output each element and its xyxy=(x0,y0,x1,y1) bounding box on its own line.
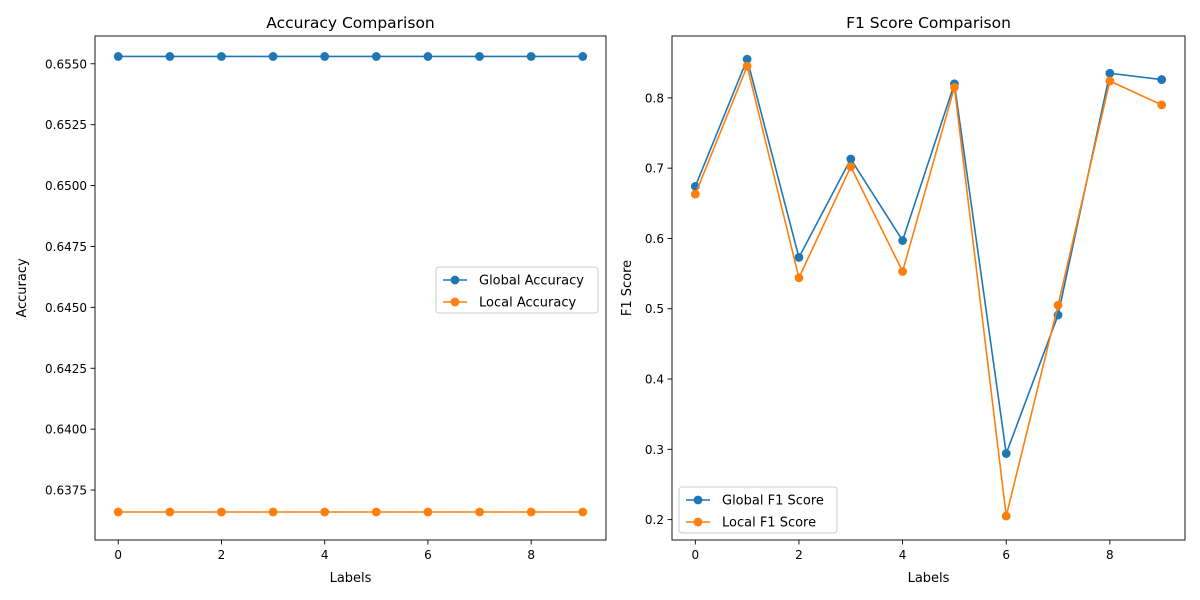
y-tick-label: 0.6425 xyxy=(45,362,87,376)
legend-box xyxy=(435,266,599,314)
data-point-local-accuracy xyxy=(113,507,123,517)
chart-title: Accuracy Comparison xyxy=(266,14,435,32)
data-point-local-f1-score xyxy=(950,82,959,92)
plot-frame xyxy=(94,35,607,541)
data-point-local-accuracy xyxy=(475,507,484,517)
legend-label-global-f1-score: Global F1 Score xyxy=(722,494,824,509)
y-tick-label: 0.8 xyxy=(645,91,664,105)
series-line-local-f1-score xyxy=(694,65,1163,517)
data-point-local-f1-score xyxy=(1105,76,1115,86)
y-tick-label: 0.6525 xyxy=(45,118,87,132)
data-point-local-f1-score xyxy=(690,189,700,199)
data-point-global-f1-score xyxy=(898,236,907,245)
data-point-local-accuracy xyxy=(217,507,226,517)
x-tick-label: 2 xyxy=(795,548,803,562)
legend-box xyxy=(678,486,838,534)
data-point-local-accuracy xyxy=(526,507,536,517)
x-tick-label: 2 xyxy=(218,548,226,562)
legend-label-global-accuracy: Global Accuracy xyxy=(479,274,584,289)
data-point-local-f1-score xyxy=(898,267,907,276)
y-tick-label: 0.3 xyxy=(645,443,664,457)
data-point-local-accuracy xyxy=(320,507,330,517)
data-point-global-accuracy xyxy=(268,52,278,61)
legend-marker-global-f1-score xyxy=(693,495,703,505)
legend-label-local-f1-score: Local F1 Score xyxy=(722,516,816,531)
series-line-global-f1-score xyxy=(694,58,1162,455)
data-point-local-f1-score xyxy=(1001,511,1011,521)
x-tick-label: 4 xyxy=(899,548,907,562)
data-point-local-f1-score xyxy=(742,61,752,71)
data-point-local-f1-score xyxy=(846,162,856,172)
y-tick-label: 0.4 xyxy=(645,373,664,387)
x-axis-label: Labels xyxy=(330,571,372,586)
legend: Global F1 Score Local F1 Score xyxy=(678,486,838,534)
x-tick-label: 0 xyxy=(691,548,699,562)
chart-title: F1 Score Comparison xyxy=(846,14,1011,32)
data-point-global-f1-score xyxy=(742,54,752,64)
data-point-global-accuracy xyxy=(165,52,175,61)
x-tick-label: 4 xyxy=(321,548,329,562)
y-tick-label: 0.7 xyxy=(645,162,664,176)
plot-frame xyxy=(671,35,1186,541)
data-point-global-f1-score xyxy=(846,154,856,164)
chart-f1-score: F1 Score Comparison 0 2 4 6 8 0.2 0.3 0.4 0.5 0.6 0… xyxy=(620,14,1186,586)
y-tick-label: 0.6550 xyxy=(45,57,87,71)
y-tick-label: 0.5 xyxy=(645,302,664,316)
legend-marker-local-accuracy xyxy=(450,297,460,307)
data-point-global-accuracy xyxy=(371,52,381,61)
data-point-local-accuracy xyxy=(371,507,381,517)
data-point-global-f1-score xyxy=(1157,75,1167,84)
y-tick-label: 0.6475 xyxy=(45,240,87,254)
y-axis-label: Accuracy xyxy=(15,258,30,318)
data-point-global-f1-score xyxy=(1001,449,1011,458)
x-tick-label: 0 xyxy=(114,548,122,562)
x-tick-label: 8 xyxy=(1106,548,1114,562)
x-tick-label: 6 xyxy=(1002,548,1010,562)
data-point-local-accuracy xyxy=(423,507,433,517)
x-tick-label: 6 xyxy=(424,548,432,562)
data-point-global-f1-score xyxy=(1105,68,1115,78)
data-point-local-accuracy xyxy=(268,507,278,517)
data-point-local-accuracy xyxy=(578,507,588,517)
data-point-global-accuracy xyxy=(423,52,433,61)
chart-accuracy: Accuracy Comparison 0 2 4 6 8 0.6375 0.6400 0.64… xyxy=(15,14,607,586)
y-tick-label: 0.6400 xyxy=(45,423,87,437)
data-point-global-accuracy xyxy=(578,52,588,61)
y-tick-label: 0.2 xyxy=(645,513,664,527)
y-tick-label: 0.6375 xyxy=(45,484,87,498)
x-tick-label: 8 xyxy=(527,548,535,562)
data-point-global-accuracy xyxy=(217,52,226,61)
data-point-local-f1-score xyxy=(794,273,804,283)
data-point-global-f1-score xyxy=(794,253,804,262)
legend: Global Accuracy Local Accuracy xyxy=(435,266,599,314)
data-point-global-accuracy xyxy=(526,52,536,61)
legend-marker-global-accuracy xyxy=(450,275,460,285)
y-axis-label: F1 Score xyxy=(620,260,635,316)
x-axis-label: Labels xyxy=(908,571,950,586)
legend-label-local-accuracy: Local Accuracy xyxy=(479,296,576,311)
data-point-local-accuracy xyxy=(165,507,175,517)
data-point-global-accuracy xyxy=(113,52,123,61)
y-tick-label: 0.6 xyxy=(645,232,664,246)
y-tick-label: 0.6450 xyxy=(45,301,87,315)
data-point-local-f1-score xyxy=(1157,100,1167,110)
legend-marker-local-f1-score xyxy=(693,517,703,527)
y-tick-label: 0.6500 xyxy=(45,179,87,193)
data-point-global-accuracy xyxy=(475,52,484,61)
data-point-global-accuracy xyxy=(320,52,330,61)
data-point-local-f1-score xyxy=(1053,300,1063,310)
